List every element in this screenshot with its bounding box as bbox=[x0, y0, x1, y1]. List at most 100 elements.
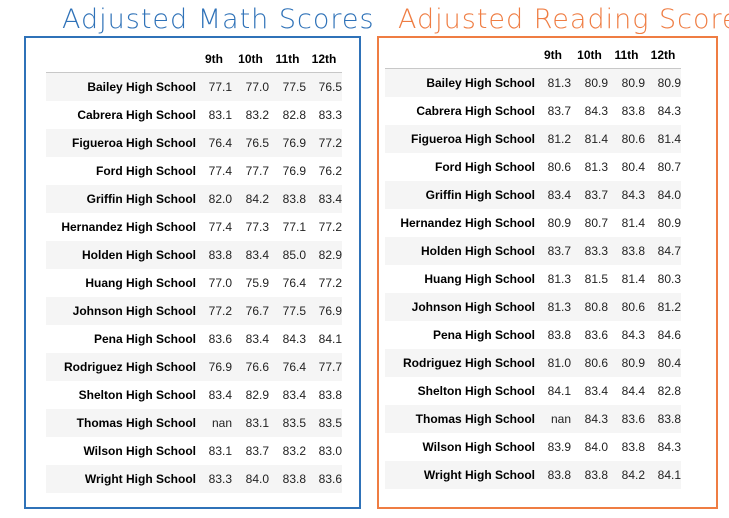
score-cell: nan bbox=[550, 411, 571, 426]
score-cell: 77.5 bbox=[282, 79, 306, 94]
score-cell: 76.9 bbox=[208, 359, 232, 374]
score-cell: 83.8 bbox=[621, 439, 645, 454]
score-cell: 76.6 bbox=[245, 359, 269, 374]
table-row: Figueroa High School 76.4 76.5 76.9 77.2 bbox=[46, 128, 342, 157]
table-row: Shelton High School 84.1 83.4 84.4 82.8 bbox=[385, 377, 681, 405]
score-cell: 80.6 bbox=[547, 159, 571, 174]
score-cell: 83.7 bbox=[584, 187, 608, 202]
score-cell: 80.7 bbox=[657, 159, 681, 174]
score-cell: 83.0 bbox=[318, 443, 342, 458]
score-cell: 82.9 bbox=[245, 387, 269, 402]
score-cell: 77.4 bbox=[208, 163, 232, 178]
score-cell: 80.9 bbox=[621, 75, 645, 90]
index-header bbox=[46, 46, 196, 73]
score-cell: 83.4 bbox=[208, 387, 232, 402]
score-cell: 77.7 bbox=[318, 359, 342, 374]
column-header: 9th bbox=[535, 42, 571, 69]
score-cell: 84.6 bbox=[657, 327, 681, 342]
score-cell: 80.4 bbox=[621, 159, 645, 174]
school-name: Hernandez High School bbox=[400, 215, 535, 230]
school-name: Huang High School bbox=[424, 271, 535, 286]
school-name: Figueroa High School bbox=[71, 135, 196, 150]
table-row: Johnson High School 77.2 76.7 77.5 76.9 bbox=[46, 296, 342, 325]
score-cell: 76.2 bbox=[318, 163, 342, 178]
score-cell: 83.8 bbox=[318, 387, 342, 402]
score-cell: 83.9 bbox=[547, 439, 571, 454]
score-cell: 83.7 bbox=[245, 443, 269, 458]
table-row: Rodriguez High School 76.9 76.6 76.4 77.7 bbox=[46, 352, 342, 381]
score-cell: 84.1 bbox=[547, 383, 571, 398]
score-cell: 83.8 bbox=[282, 471, 306, 486]
school-name: Pena High School bbox=[432, 327, 535, 342]
score-cell: 77.3 bbox=[245, 219, 269, 234]
column-header: 10th bbox=[571, 42, 608, 69]
school-name: Wright High School bbox=[423, 467, 535, 482]
table-row: Thomas High School nan 83.1 83.5 83.5 bbox=[46, 408, 342, 437]
score-cell: 83.4 bbox=[547, 187, 571, 202]
score-cell: 84.3 bbox=[657, 103, 681, 118]
score-cell: 81.3 bbox=[547, 271, 571, 286]
score-cell: 77.1 bbox=[282, 219, 306, 234]
school-name: Griffin High School bbox=[425, 187, 535, 202]
table-row: Wilson High School 83.1 83.7 83.2 83.0 bbox=[46, 437, 342, 465]
score-cell: 80.9 bbox=[621, 355, 645, 370]
score-cell: 81.4 bbox=[621, 271, 645, 286]
school-name: Johnson High School bbox=[72, 303, 196, 318]
score-cell: 84.0 bbox=[245, 471, 269, 486]
school-name: Rodriguez High School bbox=[403, 355, 535, 370]
score-cell: 83.8 bbox=[547, 467, 571, 482]
score-cell: 76.5 bbox=[245, 135, 269, 150]
score-cell: 84.3 bbox=[584, 103, 608, 118]
score-cell: 77.2 bbox=[208, 303, 232, 318]
score-cell: 83.3 bbox=[208, 471, 232, 486]
score-cell: 83.8 bbox=[584, 467, 608, 482]
score-cell: 83.8 bbox=[282, 191, 306, 206]
score-cell: 83.4 bbox=[584, 383, 608, 398]
school-name: Figueroa High School bbox=[410, 131, 535, 146]
school-name: Bailey High School bbox=[426, 75, 535, 90]
score-cell: 83.8 bbox=[621, 243, 645, 258]
table-row: Hernandez High School 77.4 77.3 77.1 77.2 bbox=[46, 213, 342, 241]
score-cell: 80.6 bbox=[621, 131, 645, 146]
score-cell: 84.3 bbox=[282, 331, 306, 346]
school-name: Wilson High School bbox=[83, 443, 196, 458]
score-cell: 77.2 bbox=[318, 135, 342, 150]
score-cell: 84.3 bbox=[621, 327, 645, 342]
score-cell: 81.4 bbox=[657, 131, 681, 146]
table-row: Griffin High School 82.0 84.2 83.8 83.4 bbox=[46, 184, 342, 213]
school-name: Cabrera High School bbox=[77, 107, 196, 122]
table-row: Wilson High School 83.9 84.0 83.8 84.3 bbox=[385, 433, 681, 461]
score-cell: 76.7 bbox=[245, 303, 269, 318]
math-scores-table: 9th 10th 11th 12th Bailey High School 77.1 77… bbox=[46, 46, 342, 493]
school-name: Holden High School bbox=[421, 243, 535, 258]
table-row: Shelton High School 83.4 82.9 83.4 83.8 bbox=[46, 381, 342, 409]
score-cell: 77.0 bbox=[245, 79, 269, 94]
index-header bbox=[385, 42, 535, 69]
score-cell: 75.9 bbox=[245, 275, 269, 290]
reading-panel-title: Adjusted Reading Scores bbox=[398, 4, 729, 35]
score-cell: 83.8 bbox=[621, 103, 645, 118]
score-cell: 83.2 bbox=[282, 443, 306, 458]
school-name: Cabrera High School bbox=[416, 103, 535, 118]
table-row: Holden High School 83.7 83.3 83.8 84.7 bbox=[385, 236, 681, 265]
score-cell: 83.4 bbox=[318, 191, 342, 206]
score-cell: 76.9 bbox=[318, 303, 342, 318]
school-name: Rodriguez High School bbox=[64, 359, 196, 374]
score-cell: 83.1 bbox=[208, 443, 232, 458]
score-cell: 76.4 bbox=[282, 275, 306, 290]
score-cell: 77.2 bbox=[318, 275, 342, 290]
score-cell: 84.0 bbox=[657, 187, 681, 202]
score-cell: 81.4 bbox=[584, 131, 608, 146]
score-cell: 80.8 bbox=[584, 299, 608, 314]
column-header: 12th bbox=[306, 46, 342, 73]
score-cell: 81.4 bbox=[621, 215, 645, 230]
column-header: 11th bbox=[269, 46, 306, 73]
score-cell: 83.7 bbox=[547, 103, 571, 118]
score-cell: 83.6 bbox=[584, 327, 608, 342]
score-cell: 84.7 bbox=[657, 243, 681, 258]
score-cell: 81.5 bbox=[584, 271, 608, 286]
score-cell: 80.7 bbox=[584, 215, 608, 230]
score-cell: 83.2 bbox=[245, 107, 269, 122]
school-name: Holden High School bbox=[82, 247, 196, 262]
table-row: Bailey High School 81.3 80.9 80.9 80.9 bbox=[385, 68, 681, 97]
